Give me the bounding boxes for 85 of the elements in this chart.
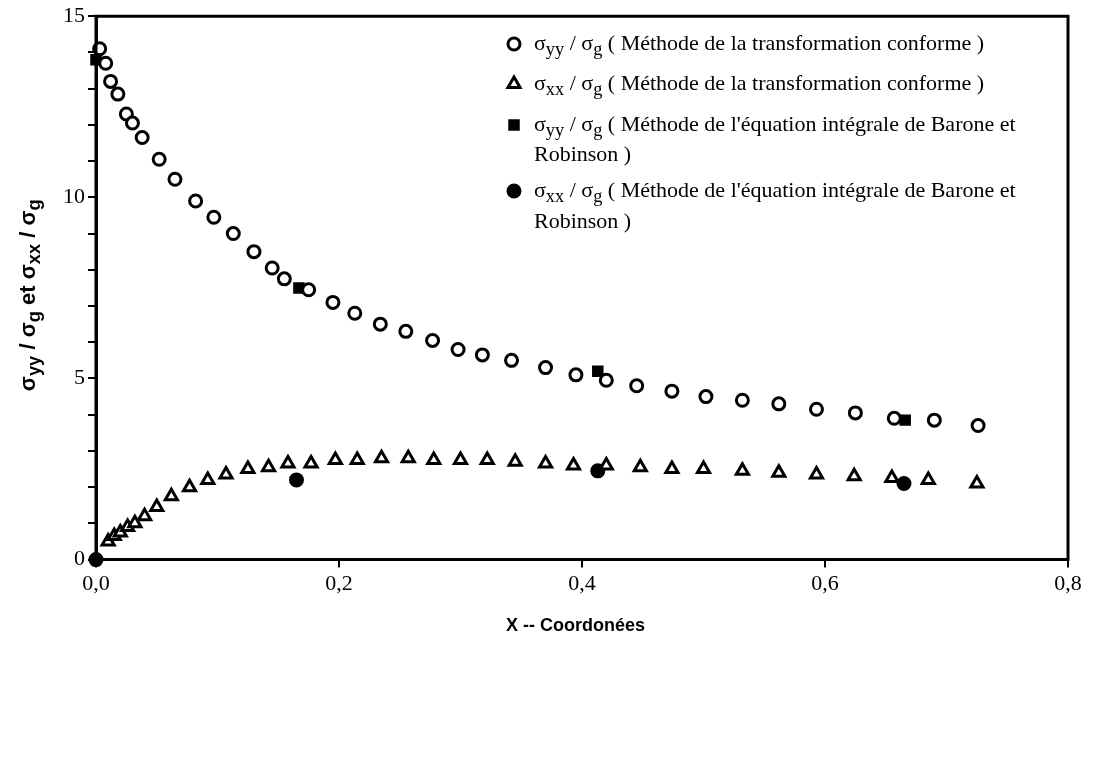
point (425, 332, 441, 348)
point (137, 507, 153, 522)
point (846, 467, 862, 482)
point (538, 360, 554, 376)
legend-label: σ$_{yy}$ / σ$_{g}$ ( Méthode de l'équation intégrale de Barone et Robinson ) (534, 110, 1017, 168)
point (349, 451, 365, 465)
y-tick-label: 0 (74, 545, 85, 571)
x-tick-label: 0,6 (811, 569, 839, 595)
point (771, 464, 787, 478)
point (372, 316, 388, 332)
point (246, 244, 262, 260)
point (327, 451, 343, 465)
point (920, 471, 936, 485)
point (225, 226, 241, 242)
point (347, 305, 363, 321)
point (896, 476, 912, 492)
point (899, 414, 911, 426)
x-tick-label: 0,0 (82, 569, 110, 595)
point (926, 412, 942, 428)
point (149, 498, 165, 513)
point (103, 73, 119, 89)
x-tick-label: 0,8 (1054, 569, 1082, 595)
point (474, 347, 490, 363)
point (507, 453, 523, 467)
point (218, 465, 234, 480)
point (400, 449, 416, 464)
point (970, 418, 986, 434)
point (398, 323, 414, 339)
point (771, 396, 787, 412)
point (206, 209, 222, 225)
point (98, 55, 114, 71)
point (809, 401, 824, 417)
point (969, 475, 985, 489)
y-tick-label: 5 (74, 364, 85, 390)
legend-label: σ$_{xx}$ / σ$_{g}$ ( Méthode de la transformation conforme ) (534, 70, 986, 101)
point (629, 378, 645, 394)
point (260, 458, 277, 473)
point (288, 472, 304, 488)
point (163, 487, 179, 502)
point (325, 294, 341, 310)
point (598, 372, 614, 388)
point (808, 465, 825, 480)
point (127, 514, 143, 529)
point (181, 478, 198, 493)
point (847, 405, 863, 421)
point (734, 462, 750, 476)
point (734, 392, 750, 408)
point (240, 460, 256, 475)
point (293, 282, 305, 294)
x-axis-title: X -- Coordonées (505, 615, 646, 636)
point (452, 451, 469, 465)
point (592, 365, 604, 377)
point (504, 352, 520, 368)
point (479, 451, 495, 465)
point (632, 458, 648, 473)
legend-label: σ$_{xx}$ / σ$_{g}$ ( Méthode de l'équation intégrale de Barone et Robinson ) (534, 177, 1017, 234)
x-tick-label: 0,4 (568, 569, 596, 595)
point (167, 171, 183, 187)
point (188, 193, 204, 209)
point (568, 367, 584, 383)
point (373, 449, 390, 464)
point (426, 451, 442, 465)
point (276, 271, 292, 287)
x-tick-label: 0,2 (325, 569, 353, 595)
point (264, 260, 280, 276)
point (886, 410, 902, 426)
legend-label: σ$_{yy}$ / σ$_{g}$ ( Méthode de la transformation conforme ) (534, 30, 986, 61)
y-tick-label: 10 (63, 183, 85, 209)
point (695, 460, 712, 475)
point (110, 86, 126, 102)
point (664, 383, 680, 399)
y-tick-label: 15 (63, 1, 85, 27)
point (565, 456, 582, 471)
point (303, 455, 319, 469)
point (280, 455, 296, 469)
point (450, 341, 466, 357)
point (151, 151, 167, 167)
point (537, 455, 554, 469)
point (124, 115, 140, 131)
point (301, 282, 317, 298)
point (698, 389, 714, 405)
point (134, 130, 150, 146)
point (664, 460, 680, 475)
point (884, 469, 900, 484)
point (200, 471, 216, 485)
